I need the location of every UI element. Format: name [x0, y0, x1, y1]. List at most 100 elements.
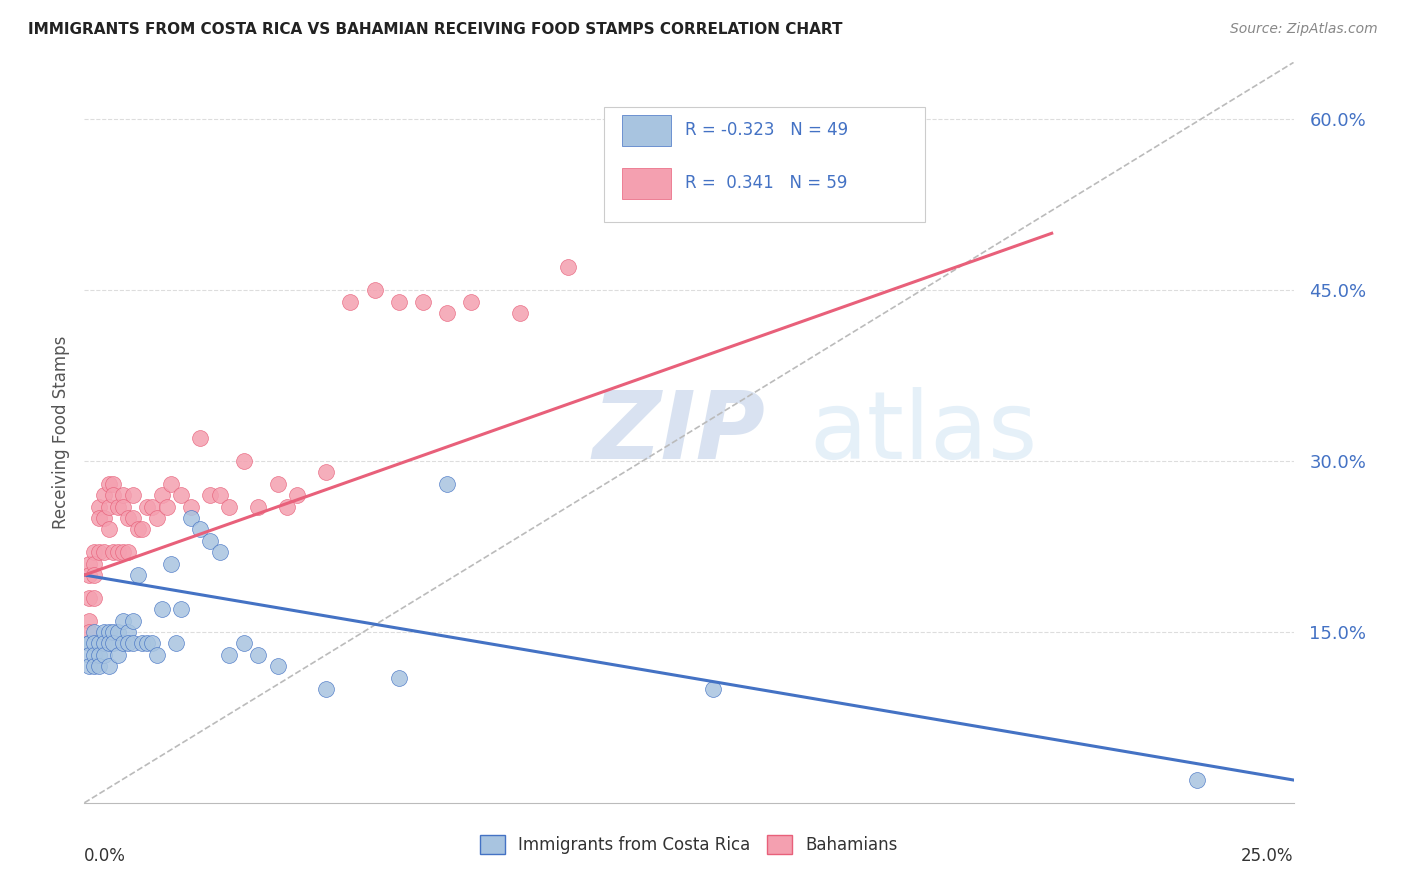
Point — [103, 476, 125, 491]
Point — [93, 488, 115, 502]
Text: 0.0%: 0.0% — [84, 847, 127, 865]
Point — [121, 511, 143, 525]
Point — [146, 648, 169, 662]
Point — [165, 636, 187, 650]
Point — [233, 636, 256, 650]
Point — [136, 636, 159, 650]
Point — [87, 648, 110, 662]
Point — [103, 636, 125, 650]
Point — [83, 648, 105, 662]
Point — [87, 545, 110, 559]
Point — [107, 648, 129, 662]
Point — [127, 523, 149, 537]
Point — [127, 568, 149, 582]
Text: 25.0%: 25.0% — [1241, 847, 1294, 865]
Point — [77, 557, 100, 571]
Point — [112, 545, 135, 559]
Point — [103, 545, 125, 559]
Point — [87, 500, 110, 514]
Point — [388, 671, 411, 685]
Point — [83, 636, 105, 650]
Point — [121, 488, 143, 502]
Text: R = -0.323   N = 49: R = -0.323 N = 49 — [685, 120, 848, 139]
Point — [141, 500, 163, 514]
Point — [1185, 772, 1208, 787]
Point — [93, 545, 115, 559]
Point — [112, 614, 135, 628]
Point — [97, 659, 120, 673]
Text: IMMIGRANTS FROM COSTA RICA VS BAHAMIAN RECEIVING FOOD STAMPS CORRELATION CHART: IMMIGRANTS FROM COSTA RICA VS BAHAMIAN R… — [28, 22, 842, 37]
Point — [436, 306, 458, 320]
Point — [160, 476, 183, 491]
Point — [93, 511, 115, 525]
Point — [117, 545, 139, 559]
Y-axis label: Receiving Food Stamps: Receiving Food Stamps — [52, 336, 70, 529]
Point — [83, 591, 105, 605]
Point — [93, 636, 115, 650]
Text: atlas: atlas — [810, 386, 1038, 479]
Point — [117, 511, 139, 525]
Point — [87, 659, 110, 673]
Point — [97, 636, 120, 650]
Point — [97, 523, 120, 537]
Point — [180, 500, 202, 514]
Point — [77, 648, 100, 662]
Point — [557, 260, 579, 275]
Point — [412, 294, 434, 309]
Point — [155, 500, 177, 514]
Point — [77, 614, 100, 628]
Point — [112, 636, 135, 650]
Text: R =  0.341   N = 59: R = 0.341 N = 59 — [685, 174, 848, 192]
Point — [509, 306, 531, 320]
Point — [83, 624, 105, 639]
Point — [180, 511, 202, 525]
Point — [77, 624, 100, 639]
Point — [150, 488, 173, 502]
Bar — [623, 169, 671, 200]
Legend: Immigrants from Costa Rica, Bahamians: Immigrants from Costa Rica, Bahamians — [474, 829, 904, 861]
Point — [103, 488, 125, 502]
Point — [77, 659, 100, 673]
Point — [93, 648, 115, 662]
Point — [103, 624, 125, 639]
Point — [460, 294, 482, 309]
Point — [702, 681, 724, 696]
Point — [77, 636, 100, 650]
Point — [83, 557, 105, 571]
Point — [112, 500, 135, 514]
Point — [654, 158, 676, 172]
Point — [117, 636, 139, 650]
Point — [97, 500, 120, 514]
Point — [198, 488, 221, 502]
Point — [285, 488, 308, 502]
Point — [107, 545, 129, 559]
Point — [97, 476, 120, 491]
FancyBboxPatch shape — [605, 107, 925, 221]
Point — [233, 454, 256, 468]
Point — [107, 624, 129, 639]
Point — [83, 568, 105, 582]
Point — [436, 476, 458, 491]
Text: ZIP: ZIP — [592, 386, 765, 479]
Point — [198, 533, 221, 548]
Point — [190, 431, 212, 445]
Point — [83, 659, 105, 673]
Point — [131, 636, 153, 650]
Point — [267, 659, 290, 673]
Point — [77, 636, 100, 650]
Point — [136, 500, 159, 514]
Point — [218, 500, 240, 514]
Point — [83, 545, 105, 559]
Point — [315, 681, 337, 696]
Point — [315, 466, 337, 480]
Point — [276, 500, 298, 514]
Point — [218, 648, 240, 662]
Point — [247, 648, 270, 662]
Point — [208, 488, 231, 502]
Point — [190, 523, 212, 537]
Point — [107, 500, 129, 514]
Point — [121, 636, 143, 650]
Point — [131, 523, 153, 537]
Point — [267, 476, 290, 491]
Point — [93, 624, 115, 639]
